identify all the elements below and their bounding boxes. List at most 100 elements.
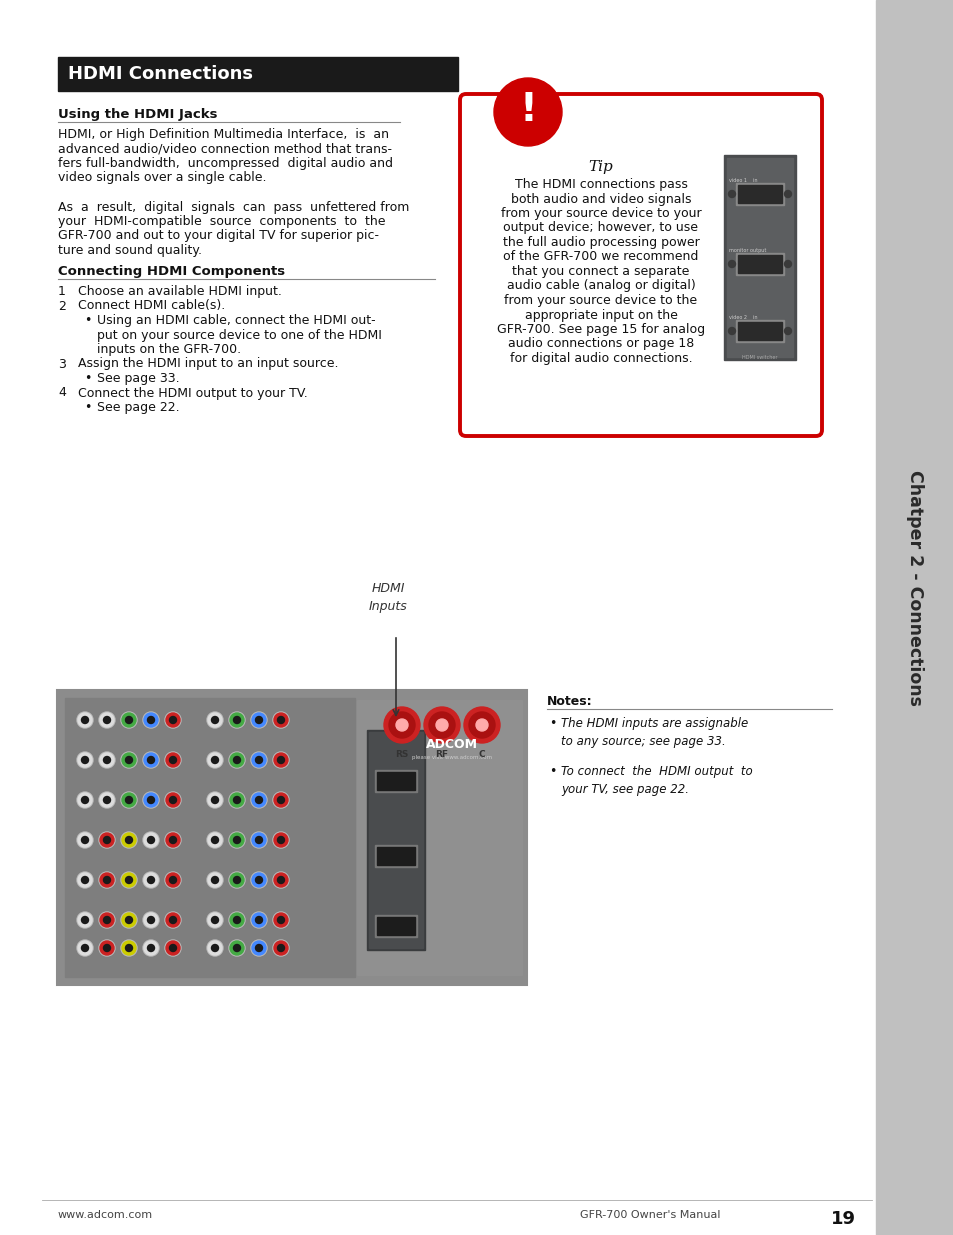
Circle shape — [212, 836, 218, 844]
Circle shape — [78, 713, 91, 727]
Circle shape — [476, 719, 488, 731]
Circle shape — [252, 873, 266, 887]
Circle shape — [208, 913, 222, 927]
Circle shape — [165, 713, 181, 727]
Text: Tip: Tip — [588, 161, 613, 174]
Circle shape — [255, 836, 262, 844]
Circle shape — [148, 757, 154, 763]
Circle shape — [100, 873, 113, 887]
Circle shape — [251, 911, 267, 927]
Bar — [58, 57, 457, 91]
Circle shape — [251, 713, 267, 727]
Bar — [369, 732, 422, 948]
Circle shape — [229, 872, 245, 888]
Circle shape — [126, 757, 132, 763]
Circle shape — [122, 913, 136, 927]
Circle shape — [170, 797, 176, 804]
Circle shape — [230, 873, 244, 887]
Circle shape — [166, 713, 180, 727]
Circle shape — [494, 78, 561, 146]
Circle shape — [277, 916, 284, 924]
Text: your  HDMI-compatible  source  components  to  the: your HDMI-compatible source components t… — [58, 215, 385, 228]
Text: from your source device to the: from your source device to the — [504, 294, 697, 308]
Circle shape — [126, 916, 132, 924]
Circle shape — [100, 793, 113, 806]
Circle shape — [783, 261, 791, 268]
Text: output device; however, to use: output device; however, to use — [503, 221, 698, 235]
Text: See page 22.: See page 22. — [97, 401, 179, 414]
Text: Chatper 2 - Connections: Chatper 2 - Connections — [905, 469, 923, 705]
Circle shape — [121, 832, 137, 848]
Circle shape — [212, 945, 218, 951]
Circle shape — [77, 752, 92, 768]
Text: audio cable (analog or digital): audio cable (analog or digital) — [506, 279, 695, 293]
Text: ture and sound quality.: ture and sound quality. — [58, 245, 202, 257]
Circle shape — [143, 752, 159, 768]
Text: for digital audio connections.: for digital audio connections. — [509, 352, 692, 366]
Circle shape — [103, 945, 111, 951]
Bar — [875, 0, 953, 1235]
Bar — [376, 772, 415, 790]
Circle shape — [273, 940, 289, 956]
Circle shape — [274, 832, 288, 847]
Circle shape — [103, 916, 111, 924]
Circle shape — [148, 836, 154, 844]
Circle shape — [251, 792, 267, 808]
Circle shape — [166, 793, 180, 806]
Circle shape — [122, 753, 136, 767]
Circle shape — [78, 793, 91, 806]
Text: 4: 4 — [58, 387, 66, 399]
Circle shape — [144, 941, 158, 955]
Text: Connect the HDMI output to your TV.: Connect the HDMI output to your TV. — [78, 387, 308, 399]
Text: audio connections or page 18: audio connections or page 18 — [507, 337, 694, 351]
Text: Inputs: Inputs — [368, 600, 407, 613]
Text: from your source device to your: from your source device to your — [500, 207, 700, 220]
Text: advanced audio/video connection method that trans-: advanced audio/video connection method t… — [58, 142, 392, 156]
Circle shape — [208, 832, 222, 847]
Circle shape — [277, 877, 284, 883]
Circle shape — [148, 716, 154, 724]
Circle shape — [273, 752, 289, 768]
Circle shape — [99, 911, 115, 927]
Circle shape — [148, 916, 154, 924]
Circle shape — [233, 716, 240, 724]
Circle shape — [165, 832, 181, 848]
Circle shape — [229, 792, 245, 808]
Circle shape — [143, 792, 159, 808]
Circle shape — [229, 713, 245, 727]
Circle shape — [252, 941, 266, 955]
Circle shape — [229, 940, 245, 956]
Circle shape — [103, 836, 111, 844]
Text: •: • — [548, 718, 556, 730]
Circle shape — [255, 945, 262, 951]
Text: HDMI: HDMI — [371, 582, 404, 595]
Circle shape — [103, 877, 111, 883]
Circle shape — [99, 713, 115, 727]
Bar — [375, 769, 416, 792]
Circle shape — [81, 916, 89, 924]
Circle shape — [103, 797, 111, 804]
Text: 19: 19 — [830, 1210, 855, 1228]
Circle shape — [255, 757, 262, 763]
Circle shape — [144, 832, 158, 847]
Circle shape — [233, 945, 240, 951]
Circle shape — [81, 877, 89, 883]
Circle shape — [274, 753, 288, 767]
Bar — [738, 185, 781, 203]
Text: •: • — [548, 764, 556, 778]
Circle shape — [251, 872, 267, 888]
Circle shape — [273, 713, 289, 727]
Bar — [375, 845, 416, 867]
Circle shape — [122, 873, 136, 887]
Circle shape — [143, 713, 159, 727]
Circle shape — [121, 911, 137, 927]
Circle shape — [100, 713, 113, 727]
Circle shape — [100, 832, 113, 847]
Circle shape — [229, 752, 245, 768]
Bar — [738, 322, 781, 340]
Bar — [375, 915, 416, 937]
Text: RF: RF — [435, 750, 448, 760]
Circle shape — [207, 713, 223, 727]
Circle shape — [207, 940, 223, 956]
Text: The HDMI inputs are assignable
to any source; see page 33.: The HDMI inputs are assignable to any so… — [560, 718, 747, 747]
